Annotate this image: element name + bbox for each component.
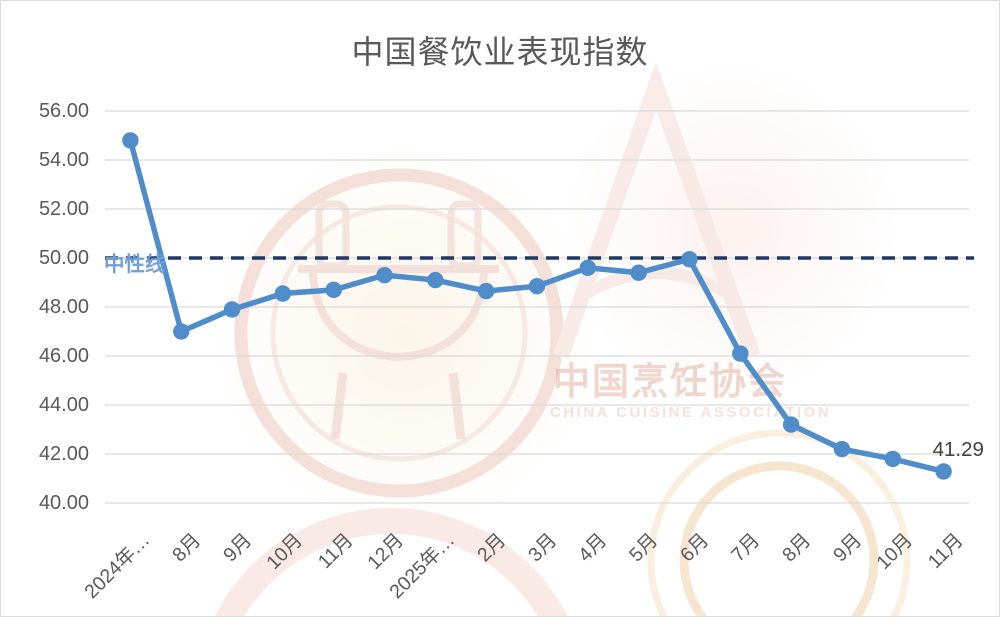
chart-title: 中国餐饮业表现指数 [351,34,649,70]
y-axis-tick-label: 54.00 [38,149,89,171]
data-point-marker [274,285,292,302]
y-axis-tick-label: 40.00 [38,492,89,514]
reference-line-label: 中性线 [104,253,166,276]
data-point-marker [732,345,749,362]
y-axis-tick-label: 42.00 [38,443,89,465]
data-point-marker [833,440,851,458]
y-axis-tick-label: 52.00 [38,198,89,220]
data-point-marker [427,271,444,289]
data-point-marker [782,416,800,433]
data-point-marker [376,266,393,284]
series-line [127,137,947,475]
data-point-marker [477,282,495,300]
data-point-marker [223,301,241,318]
data-point-marker [173,323,190,340]
y-axis-tick-label: 50.00 [38,247,89,269]
watermark-text-en: CHINA CUISINE ASSOCIATION [550,404,832,421]
data-point-marker [579,259,597,276]
data-point-marker [681,251,698,268]
last-point-data-label: 41.29 [932,438,984,462]
watermark-text-cn: 中国烹饪协会 [553,361,787,402]
data-point-marker [122,132,139,149]
data-point-marker [884,450,901,468]
y-axis-tick-label: 56.00 [38,100,89,122]
y-axis-tick-label: 48.00 [38,296,89,318]
data-point-marker [935,463,952,480]
y-axis-tick-label: 46.00 [38,345,89,367]
data-point-marker [630,264,647,281]
data-point-marker [325,281,342,299]
y-axis-tick-label: 44.00 [38,394,89,416]
data-point-marker [528,277,546,295]
